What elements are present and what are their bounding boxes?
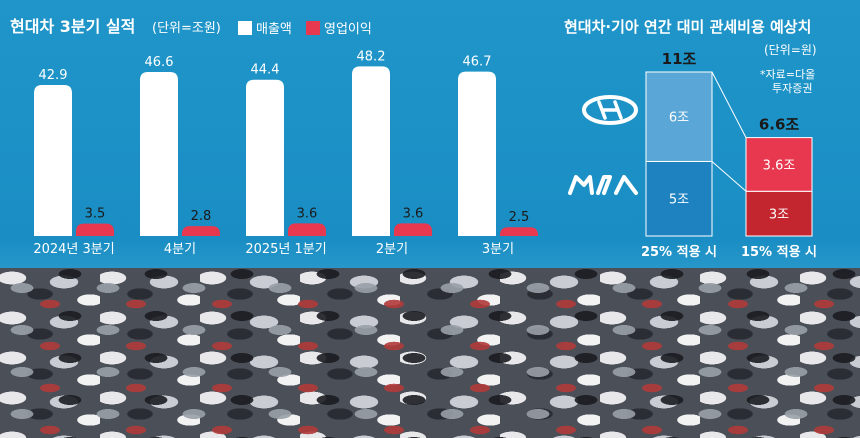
stack-category-label-0: 25% 적용 시 xyxy=(641,244,717,260)
stack-kia-0 xyxy=(645,160,713,237)
data-label-revenue-4: 46.7 xyxy=(463,55,492,70)
legend-label-profit: 영업이익 xyxy=(324,22,372,37)
stack-hyundai-0 xyxy=(645,71,713,162)
kia-logo-icon xyxy=(568,175,638,195)
right-chart-bars: 5조 6조 11조 25% 적용 시 3조 3.6조 6.6조 15% 적용 시 xyxy=(641,50,817,260)
stack-category-label-1: 15% 적용 시 xyxy=(741,244,817,260)
stack-hyundai-1 xyxy=(745,137,813,192)
bar-profit-1 xyxy=(182,226,220,236)
connector-top xyxy=(711,71,747,138)
stack-label-hyundai-0: 6조 xyxy=(669,111,689,126)
right-chart-title: 현대차·기아 연간 대미 관세비용 예상치 xyxy=(564,18,811,36)
category-label-1: 4분기 xyxy=(164,242,196,257)
category-label-3: 2분기 xyxy=(376,242,408,257)
data-label-profit-2: 3.6 xyxy=(297,206,318,221)
parking-lot-photo xyxy=(0,268,860,438)
connector-mid xyxy=(711,161,747,192)
bar-revenue-0 xyxy=(34,84,72,236)
bar-revenue-4 xyxy=(458,71,496,236)
right-chart-source-line1: *자료=다올 xyxy=(760,68,815,81)
bar-profit-4 xyxy=(500,227,538,236)
stack-label-kia-1: 3조 xyxy=(769,208,789,223)
data-label-profit-1: 2.8 xyxy=(191,209,212,224)
data-label-revenue-0: 42.9 xyxy=(39,68,68,83)
bar-profit-0 xyxy=(76,223,114,236)
total-label-1: 6.6조 xyxy=(759,116,800,134)
bar-revenue-3 xyxy=(352,66,390,236)
category-label-2: 2025년 1분기 xyxy=(245,242,326,257)
bar-revenue-1 xyxy=(140,71,178,236)
category-label-4: 3분기 xyxy=(482,242,514,257)
left-chart-unit: (단위=조원) xyxy=(152,21,221,36)
legend-swatch-profit xyxy=(306,21,320,35)
data-label-revenue-1: 46.6 xyxy=(145,55,174,70)
data-label-profit-3: 3.6 xyxy=(403,206,424,221)
right-chart-source-line2: 투자증권 xyxy=(772,82,812,95)
bar-profit-2 xyxy=(288,223,326,236)
data-label-revenue-3: 48.2 xyxy=(357,49,386,64)
bar-profit-3 xyxy=(394,223,432,236)
category-label-0: 2024년 3분기 xyxy=(33,242,114,257)
data-label-profit-0: 3.5 xyxy=(85,207,106,222)
legend-label-revenue: 매출액 xyxy=(256,22,292,37)
left-chart-title: 현대차 3분기 실적 xyxy=(10,17,135,36)
stack-label-hyundai-1: 3.6조 xyxy=(763,158,796,173)
stack-label-kia-0: 5조 xyxy=(669,193,689,208)
total-label-0: 11조 xyxy=(662,50,697,68)
bar-revenue-2 xyxy=(246,79,284,236)
legend-swatch-revenue xyxy=(238,21,252,35)
right-chart-unit: (단위=원) xyxy=(764,43,817,57)
left-chart-bars: 42.9 3.5 2024년 3분기 46.6 2.8 4분기 44.4 3.6 2025년 1… xyxy=(33,49,538,257)
data-label-revenue-2: 44.4 xyxy=(251,63,280,78)
stack-kia-1 xyxy=(745,190,813,237)
data-label-profit-4: 2.5 xyxy=(509,210,530,225)
hyundai-logo-icon xyxy=(582,95,638,125)
